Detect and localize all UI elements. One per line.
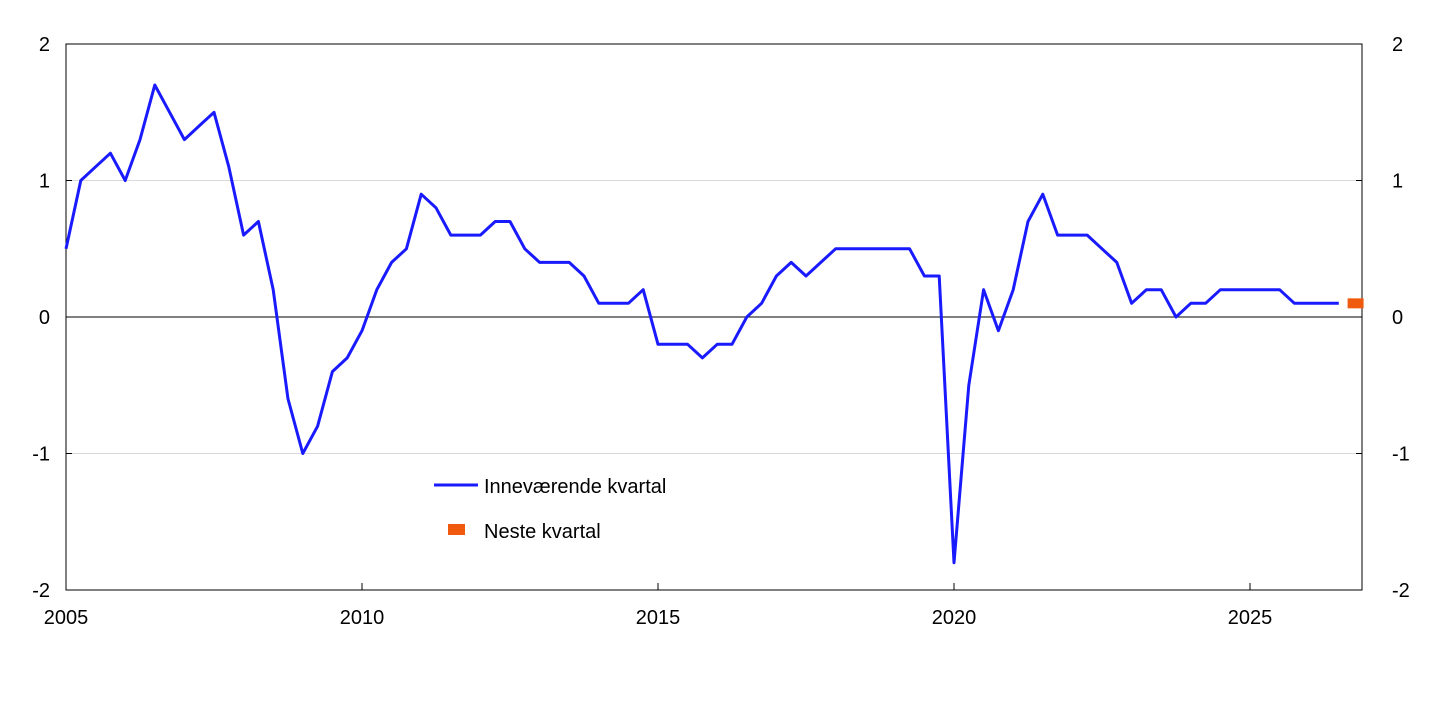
legend-label-next-quarter: Neste kvartal — [484, 521, 601, 543]
x-tick-label: 2005 — [44, 607, 89, 629]
y-tick-label-left: 2 — [39, 34, 50, 56]
y-tick-label-right: 1 — [1392, 171, 1403, 193]
legend: Inneværende kvartal Neste kvartal — [434, 476, 666, 543]
y-tick-label-left: 1 — [39, 171, 50, 193]
series-marker-next-quarter — [1347, 298, 1364, 309]
y-tick-label-right: -1 — [1392, 444, 1410, 466]
x-tick-label: 2015 — [636, 607, 681, 629]
x-tick-label: 2010 — [340, 607, 385, 629]
series-layer — [64, 83, 1364, 565]
y-tick-label-right: 2 — [1392, 34, 1403, 56]
y-tick-label-left: 0 — [39, 307, 50, 329]
x-tick-label: 2020 — [932, 607, 977, 629]
legend-swatch-marker — [448, 524, 465, 535]
y-tick-label-right: 0 — [1392, 307, 1403, 329]
legend-label-current-quarter: Inneværende kvartal — [484, 476, 666, 498]
y-axis-right: 2 1 0 -1 -2 — [1356, 34, 1410, 602]
series-line-current-quarter — [64, 83, 1339, 565]
y-tick-label-left: -2 — [32, 580, 50, 602]
x-axis: 2005 2010 2015 2020 2025 — [44, 583, 1273, 629]
y-axis-left: 2 1 0 -1 -2 — [32, 34, 72, 602]
x-tick-label: 2025 — [1228, 607, 1273, 629]
gridlines — [66, 180, 1362, 454]
y-tick-label-right: -2 — [1392, 580, 1410, 602]
y-tick-label-left: -1 — [32, 444, 50, 466]
